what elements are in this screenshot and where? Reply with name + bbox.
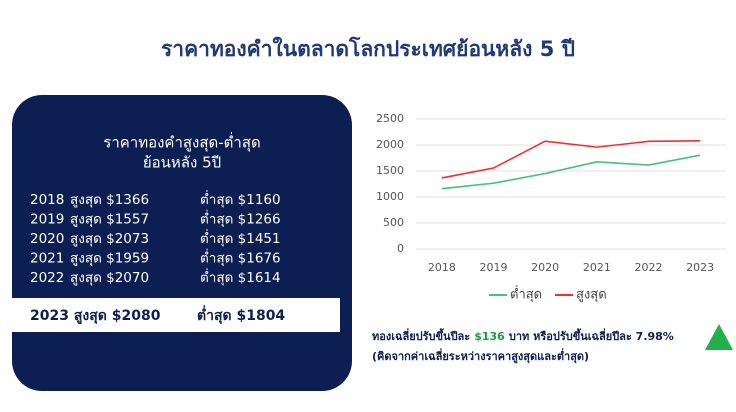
note-line: (คิดจากค่าเฉลี่ยระหว่างราคาสูงสุดและต่ำส… <box>372 348 589 364</box>
row-year: 2018 <box>30 192 64 208</box>
series-line <box>441 154 701 190</box>
highlight-row <box>12 298 340 332</box>
x-tick-label: 2019 <box>480 261 508 274</box>
row-year: 2020 <box>30 231 64 247</box>
note-amount: $136 <box>474 330 505 343</box>
x-tick-label: 2021 <box>583 261 611 274</box>
y-tick-label: 1000 <box>376 190 404 203</box>
row-high: สูงสุด $2070 <box>70 270 149 286</box>
row-year: 2019 <box>30 212 64 228</box>
row-high: สูงสุด $2073 <box>70 231 149 247</box>
note-text: บาท หรือปรับขึ้นเฉลี่ยปีละ 7.98% <box>509 328 674 343</box>
x-tick-label: 2023 <box>686 261 714 274</box>
legend-label: ต่ำสุด <box>510 286 542 303</box>
row-low: ต่ำสุด $1160 <box>200 190 281 208</box>
page-title: ราคาทองคำในตลาดโลกประเทศย้อนหลัง 5 ปี <box>161 36 575 61</box>
row-low: ต่ำสุด $1676 <box>200 249 281 267</box>
panel-heading: ย้อนหลัง 5ปี <box>143 154 221 172</box>
y-tick-label: 2500 <box>376 112 404 125</box>
row-low: ต่ำสุด $1266 <box>200 210 281 228</box>
row-high: สูงสุด $1366 <box>70 192 149 208</box>
panel-heading: ราคาทองคำสูงสุด-ต่ำสุด <box>103 132 260 153</box>
row-high: สูงสุด $1959 <box>70 251 149 267</box>
row-low: ต่ำสุด $1451 <box>200 229 281 247</box>
y-tick-label: 1500 <box>376 164 404 177</box>
legend-label: สูงสุด <box>576 288 607 303</box>
row-low: ต่ำสุด $1614 <box>200 268 281 286</box>
row-year: 2022 <box>30 270 64 286</box>
y-tick-label: 500 <box>383 216 404 229</box>
highlight-low: ต่ำสุด $1804 <box>197 305 285 324</box>
y-tick-label: 2000 <box>376 138 404 151</box>
x-tick-label: 2018 <box>428 261 456 274</box>
series-line <box>441 140 701 179</box>
row-year: 2021 <box>30 251 64 267</box>
highlight-high: 2023 สูงสุด $2080 <box>30 308 161 324</box>
row-high: สูงสุด $1557 <box>70 212 149 228</box>
up-arrow-icon <box>705 324 733 350</box>
note-line: ทองเฉลี่ยปรับขึ้นปีละ $136 บาท หรือปรับขึ้… <box>372 328 674 343</box>
x-tick-label: 2022 <box>635 261 663 274</box>
note-text: ทองเฉลี่ยปรับขึ้นปีละ <box>372 328 470 343</box>
y-tick-label: 0 <box>397 242 404 255</box>
x-tick-label: 2020 <box>531 261 559 274</box>
